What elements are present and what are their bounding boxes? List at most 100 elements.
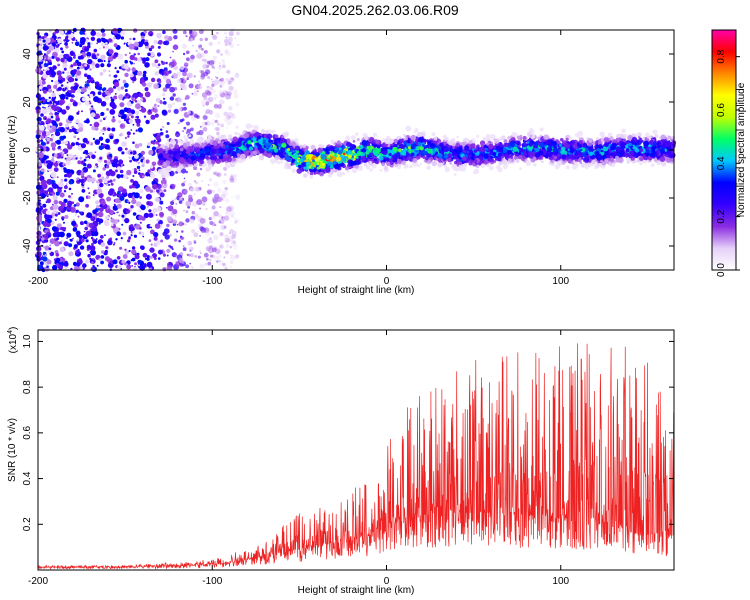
spectrogram-point (108, 184, 110, 186)
spectrogram-point (129, 100, 131, 102)
spectrogram-point (163, 41, 167, 45)
spectrogram-point (56, 106, 61, 111)
spectrogram-point (275, 134, 279, 138)
spectrogram-point (46, 70, 51, 75)
spectrogram-point (138, 264, 140, 266)
spectrogram-point (183, 181, 185, 183)
spectrogram-point (36, 231, 41, 236)
spectrogram-point (61, 156, 63, 158)
spectrogram-point (104, 160, 107, 163)
spectrogram-point (121, 260, 125, 264)
spectrogram-point (67, 201, 72, 206)
spectrogram-point (194, 75, 196, 77)
spectrogram-point (114, 75, 117, 78)
spectrogram-point (147, 82, 153, 88)
spectrogram-point (191, 266, 194, 269)
spectrogram-point (77, 67, 80, 70)
spectrogram-point (176, 231, 178, 233)
spectrogram-point (82, 189, 86, 193)
spectrogram-point (80, 40, 85, 45)
spectrogram-point (146, 201, 151, 206)
spectrogram-point (99, 48, 101, 50)
spectrogram-point (69, 239, 71, 241)
spectrogram-point (56, 57, 60, 61)
spectrogram-point (205, 69, 210, 74)
spectrogram-point (189, 263, 191, 265)
spectrogram-point (96, 180, 99, 183)
spectrogram-point (150, 165, 153, 168)
spectrogram-point (499, 144, 502, 147)
spectrogram-point (224, 215, 229, 220)
spectrogram-point (41, 168, 45, 172)
spectrogram-point (37, 257, 41, 261)
spectrogram-point (445, 167, 450, 172)
spectrogram-point (38, 103, 41, 106)
spectrogram-point (92, 238, 95, 241)
spectrogram-point (66, 161, 71, 166)
spectrogram-point (214, 83, 217, 86)
spectrogram-point (84, 159, 87, 162)
spectrogram-point (189, 83, 194, 88)
spectrogram-point (489, 165, 494, 170)
spectrogram-point (44, 53, 46, 55)
spectrogram-point (170, 186, 173, 189)
spectrogram-point (88, 196, 91, 199)
spectrogram-point (218, 90, 223, 95)
spectrogram-point (137, 260, 141, 264)
spectrogram-point (115, 139, 119, 143)
spectrogram-point (118, 215, 120, 217)
spectrogram-point (60, 47, 63, 50)
spectrogram-point (207, 191, 209, 193)
spectrogram-point (185, 218, 189, 222)
spectrogram-point (84, 121, 86, 123)
spectrogram-point (202, 196, 208, 202)
spectrogram-point (124, 64, 129, 69)
spectrogram-point (131, 115, 134, 118)
spectrogram-point (153, 232, 158, 237)
spectrogram-point (85, 81, 87, 83)
spectrogram-point (113, 55, 117, 59)
spectrogram-point (435, 158, 438, 161)
spectrogram-point (46, 141, 49, 144)
spectrogram-point (194, 255, 197, 258)
spectrogram-point (44, 190, 48, 194)
spectrogram-point (207, 262, 211, 266)
spectrogram-point (132, 231, 135, 234)
spectrogram-point (225, 163, 231, 169)
spectrogram-point (179, 200, 183, 204)
spectrogram-point (200, 227, 206, 233)
spectrogram-point (185, 35, 187, 37)
spectrogram-point (81, 87, 86, 92)
spectrogram-point (155, 114, 159, 118)
spectrogram-point (49, 245, 51, 247)
spectrogram-point (43, 116, 47, 120)
spectrogram-point (165, 62, 168, 65)
spectrogram-point (156, 135, 161, 140)
spectrogram-point (230, 254, 232, 256)
spectrogram-point (113, 116, 115, 118)
spectrogram-point (219, 206, 221, 208)
spectrogram-point (184, 62, 187, 65)
spectrogram-point (158, 250, 163, 255)
spectrogram-point (102, 88, 105, 91)
spectrogram-point (227, 69, 231, 73)
spectrogram-point (162, 126, 164, 128)
spectrogram-point (230, 261, 233, 264)
spectrogram-point (199, 235, 201, 237)
spectrogram-point (431, 132, 435, 136)
spectrogram-point (183, 135, 186, 138)
spectrogram-point (183, 127, 186, 130)
spectrogram-point (142, 82, 146, 86)
spectrogram-point (168, 205, 174, 211)
spectrogram-point (118, 54, 124, 60)
spectrogram-point (121, 224, 123, 226)
spectrogram-point (193, 232, 198, 237)
spectrogram-point (115, 34, 121, 40)
spectrogram-point (111, 99, 115, 103)
spectrogram-point (192, 93, 194, 95)
spectrogram-point (66, 89, 68, 91)
spectrogram-point (80, 245, 84, 249)
spectrogram-point (160, 132, 164, 136)
spectrogram-point (224, 226, 227, 229)
spectrogram-point (163, 184, 165, 186)
